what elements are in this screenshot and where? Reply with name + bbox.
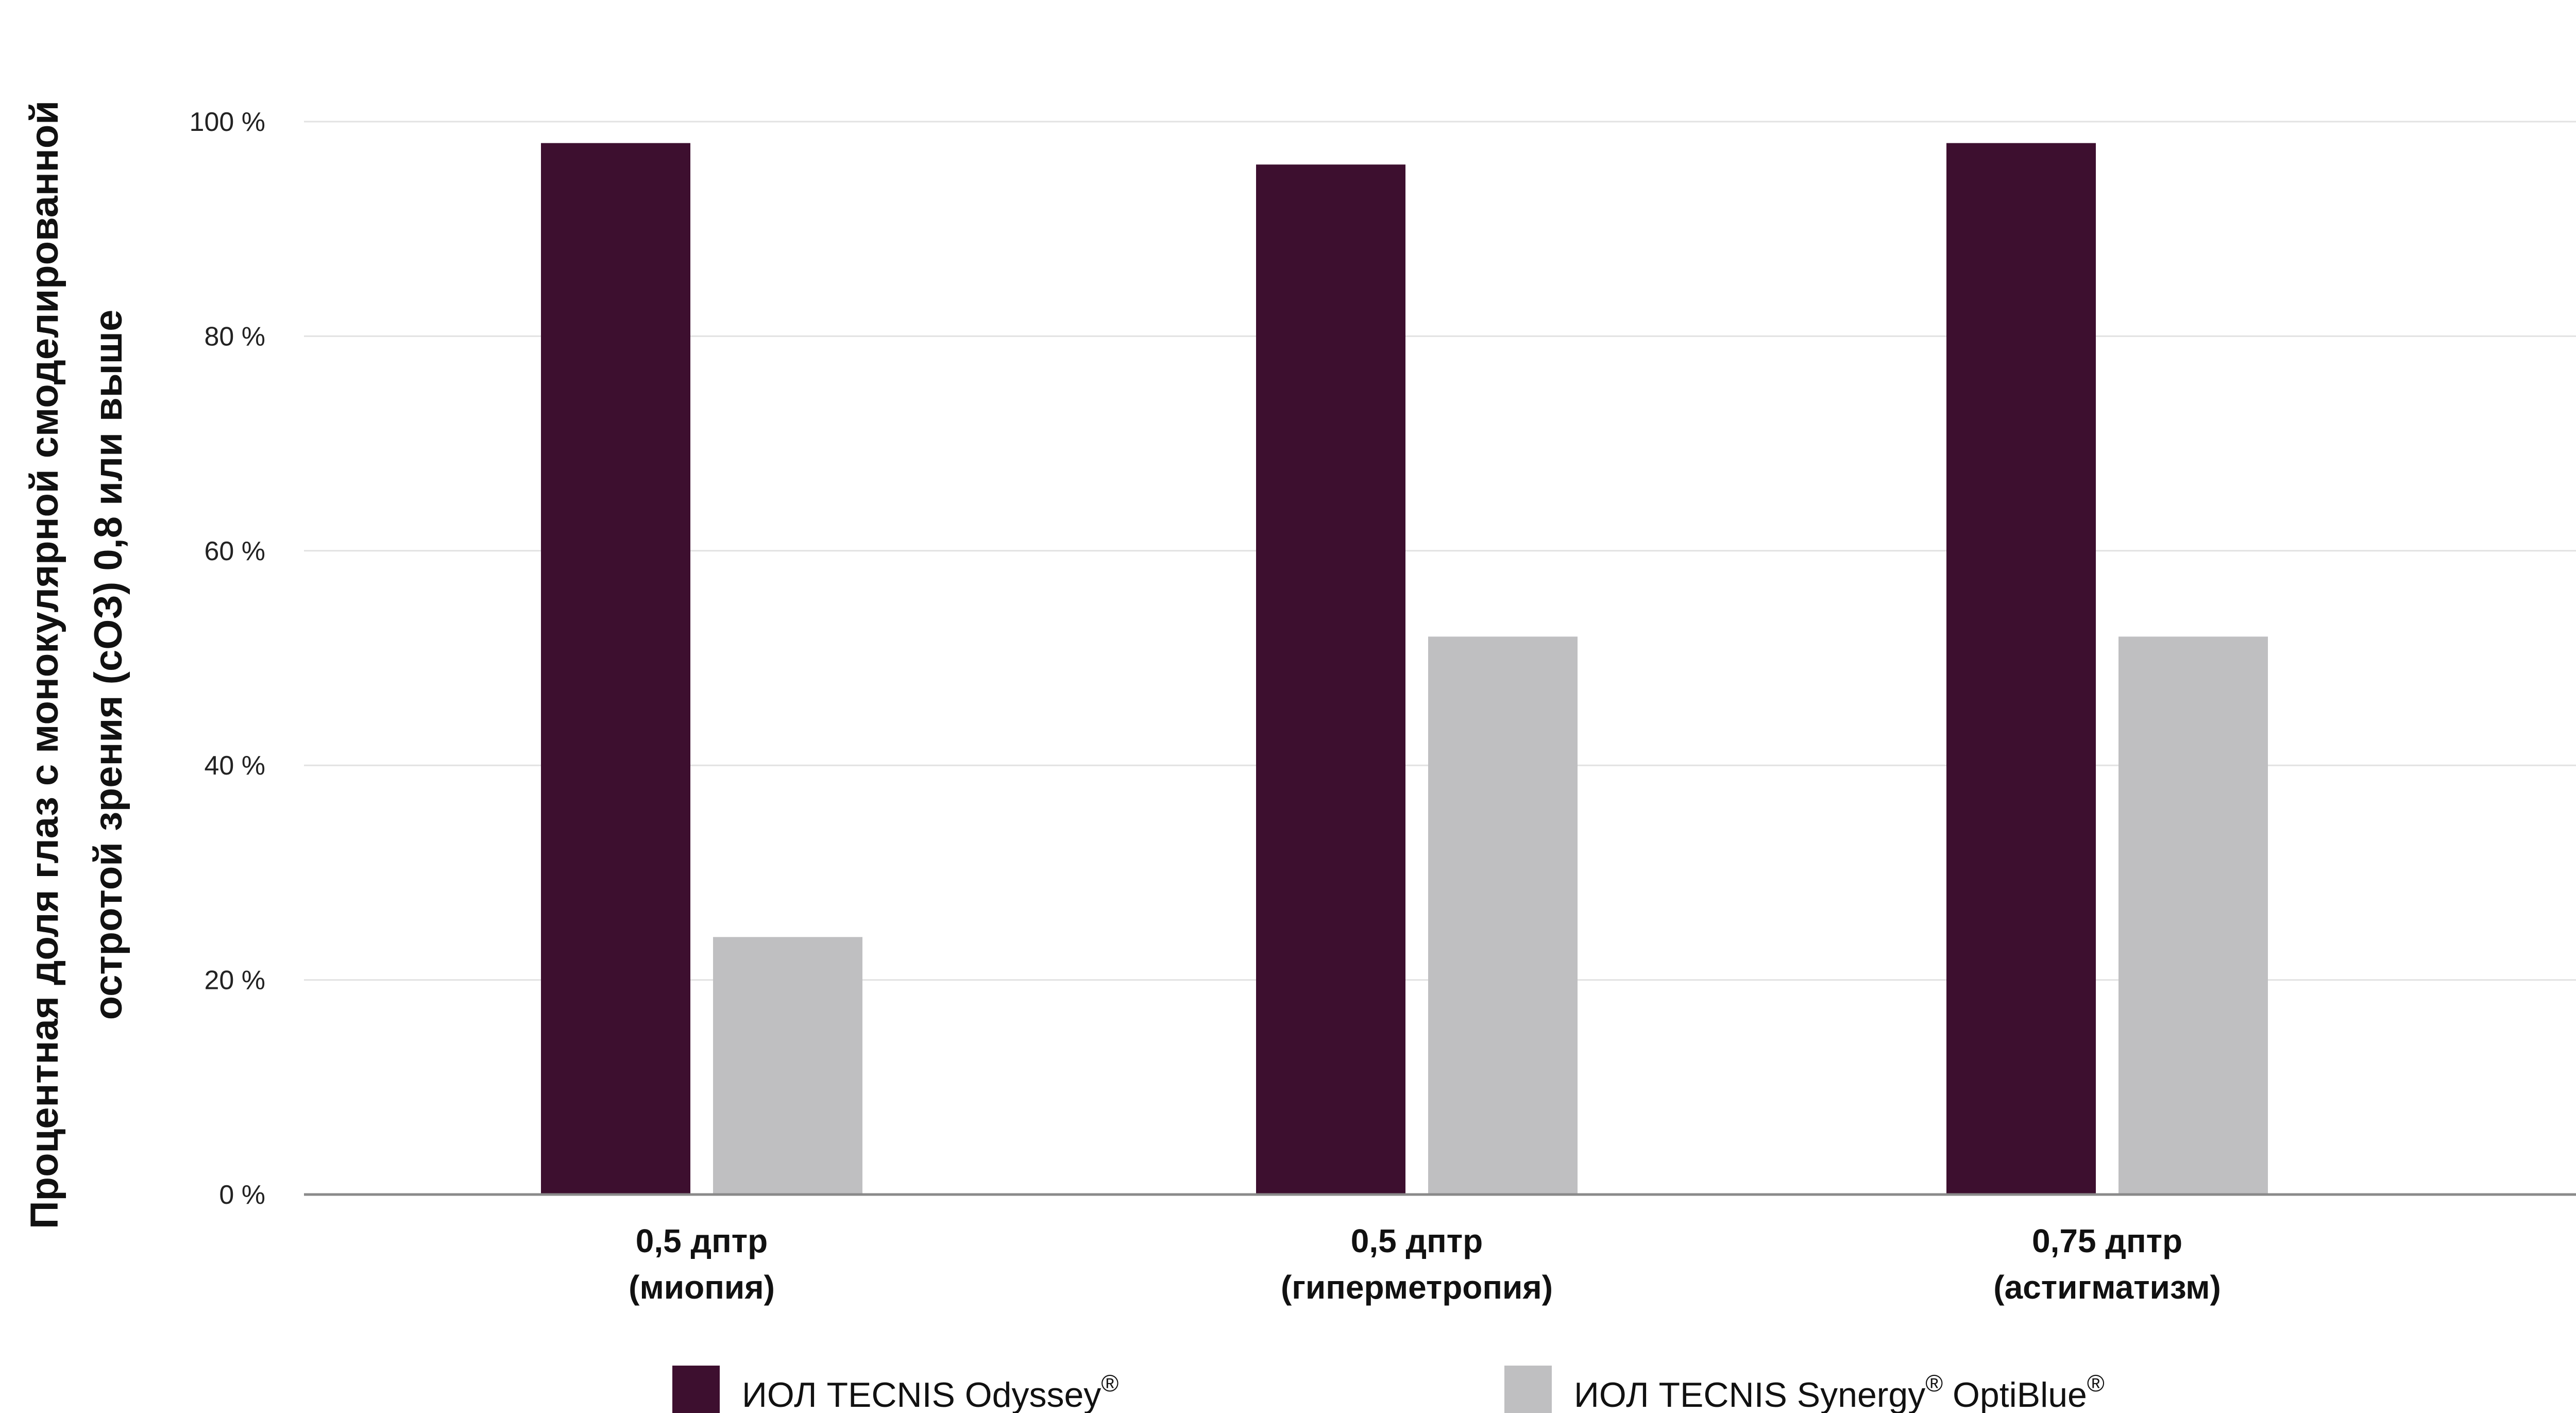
y-axis-ticks: 0 % 20 % 40 % 60 % 80 % 100 %: [190, 107, 265, 1210]
legend-swatch: [672, 1366, 720, 1413]
y-axis-title: Процентная доля глаз с монокулярной смод…: [23, 100, 130, 1229]
y-tick-label: 100 %: [190, 107, 265, 137]
legend-label: ИОЛ TECNIS Odyssey®: [742, 1370, 1118, 1413]
bar-odyssey-1: [541, 143, 690, 1195]
y-tick-label: 20 %: [204, 966, 265, 996]
y-axis-label: Процентная доля глаз с монокулярной смод…: [23, 100, 130, 1229]
legend: ИОЛ TECNIS Odyssey® ИОЛ TECNIS Synergy® O…: [672, 1366, 2105, 1413]
bar-synergy-2: [1428, 636, 1578, 1195]
bar-synergy-1: [713, 937, 862, 1195]
y-tick-label: 60 %: [204, 536, 265, 566]
y-tick-label: 80 %: [204, 322, 265, 351]
x-category-label: 0,75 дптр (астигматизм): [1993, 1222, 2221, 1306]
bar-odyssey-3: [1946, 143, 2096, 1195]
bar-synergy-3: [2119, 636, 2268, 1195]
legend-label: ИОЛ TECNIS Synergy® OptiBlue®: [1574, 1370, 2105, 1413]
bars: [541, 143, 2268, 1195]
x-category-label: 0,5 дптр (гиперметропия): [1281, 1222, 1553, 1306]
legend-swatch: [1504, 1366, 1552, 1413]
bar-odyssey-2: [1256, 164, 1405, 1195]
y-tick-label: 40 %: [204, 751, 265, 781]
x-category-label: 0,5 дптр (миопия): [629, 1222, 775, 1306]
y-tick-label: 0 %: [219, 1180, 265, 1210]
x-axis-categories: 0,5 дптр (миопия) 0,5 дптр (гиперметропия) 0…: [629, 1222, 2221, 1306]
